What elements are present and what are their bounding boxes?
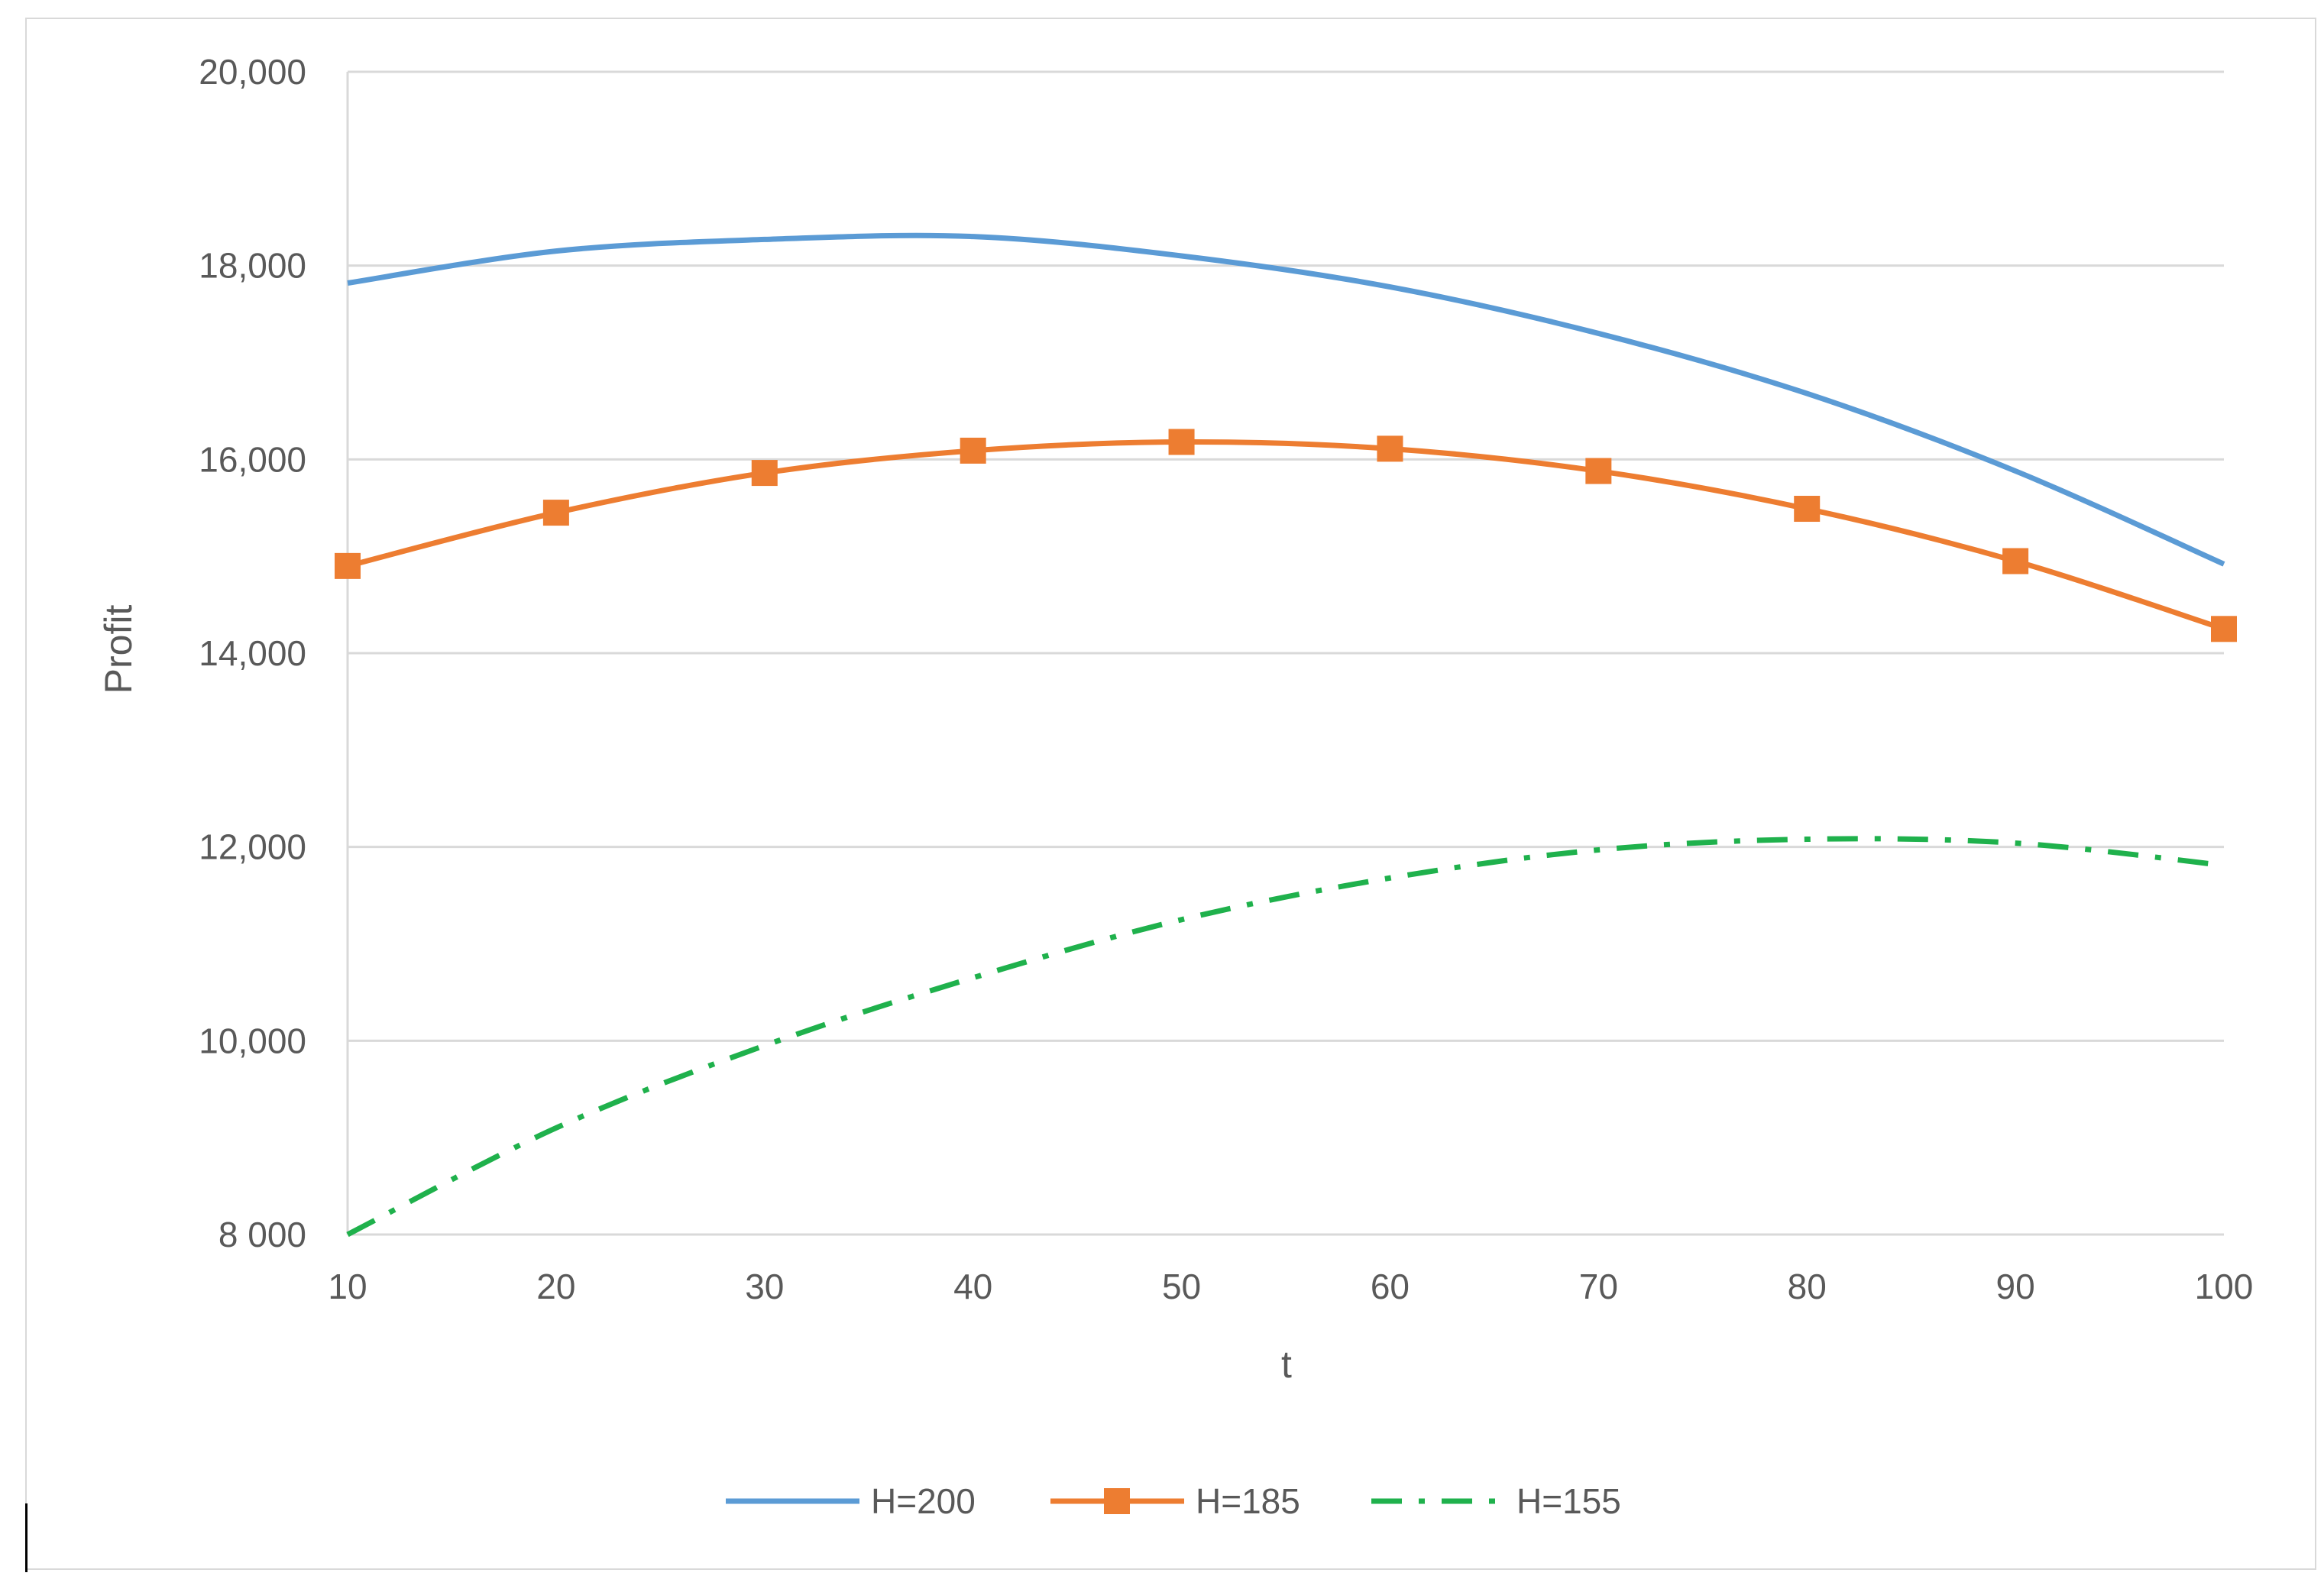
x-tick-label: 70 — [1579, 1267, 1618, 1306]
y-tick-label: 16,000 — [199, 439, 306, 479]
x-tick-label: 60 — [1371, 1267, 1410, 1306]
data-point-H=185-70 — [1585, 458, 1612, 484]
data-point-H=185-40 — [960, 437, 986, 464]
y-tick-label: 20,000 — [199, 52, 306, 92]
y-tick-label: 8 000 — [218, 1215, 306, 1254]
gridlines — [348, 70, 2224, 1042]
x-tick-label: 80 — [1788, 1267, 1827, 1306]
x-tick-label: 100 — [2195, 1267, 2254, 1306]
legend-label: H=200 — [871, 1481, 976, 1521]
chart-frame — [25, 18, 2316, 1570]
y-tick-label: 10,000 — [199, 1021, 306, 1060]
legend-marker-H=185 — [1104, 1488, 1130, 1514]
data-point-H=185-50 — [1168, 429, 1195, 455]
frame-edge-mark — [25, 1503, 28, 1572]
series-lines — [346, 232, 2225, 1238]
x-axis-title: t — [1281, 1343, 1292, 1386]
x-tick-label: 90 — [1996, 1267, 2035, 1306]
series-line-H=185 — [347, 439, 2225, 632]
data-point-H=185-10 — [335, 552, 361, 579]
legend: H=200 H=185 H=155 — [726, 1481, 1621, 1521]
y-tick-label: 18,000 — [199, 246, 306, 286]
data-point-H=185-100 — [2211, 616, 2237, 642]
x-tick-label: 30 — [745, 1267, 784, 1306]
x-tick-label: 50 — [1162, 1267, 1201, 1306]
series-line-H=200 — [347, 232, 2225, 567]
series-line-H=155 — [346, 836, 2225, 1238]
series-markers — [335, 429, 2237, 642]
data-point-H=185-90 — [2002, 548, 2029, 574]
data-point-H=185-20 — [542, 500, 569, 526]
x-tick-label: 40 — [953, 1267, 992, 1306]
data-point-H=185-30 — [751, 460, 778, 487]
x-tick-label: 10 — [328, 1267, 367, 1306]
legend-label: H=155 — [1516, 1481, 1621, 1521]
axes — [346, 72, 2224, 1236]
x-tick-label: 20 — [536, 1267, 575, 1306]
legend-label: H=185 — [1196, 1481, 1300, 1521]
y-tick-label: 14,000 — [199, 633, 306, 673]
x-tick-labels: 10 20 30 40 50 60 70 80 90 100 — [328, 1267, 2253, 1306]
data-point-H=185-80 — [1794, 496, 1821, 523]
data-point-H=185-60 — [1377, 435, 1403, 462]
y-axis-title: Profit — [97, 605, 140, 694]
y-tick-label: 12,000 — [199, 827, 306, 867]
y-tick-labels: 8 000 10,000 12,000 14,000 16,000 18,000 20,00… — [199, 52, 306, 1254]
